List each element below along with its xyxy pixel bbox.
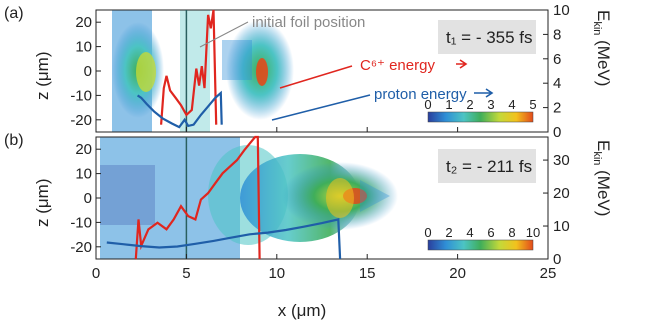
panel-b-y2label: Ekin (MeV) (591, 140, 613, 216)
panel-a-time-box (438, 20, 536, 54)
panel-a-proton-energy-line (136, 90, 223, 129)
panel-b-y2label-sub: kin (591, 151, 603, 165)
panel-b-density-map (100, 137, 398, 259)
x-tick-label: 20 (449, 265, 466, 282)
panel-b-ylabel: z (μm) (33, 178, 52, 227)
colorbar-tick-label: 5 (529, 97, 536, 112)
carbon-annotation-pointer (279, 65, 353, 89)
right-tick-label: 20 (553, 185, 570, 202)
left-tick-label: 10 (75, 39, 92, 56)
right-tick-label: 10 (553, 218, 570, 235)
panel-b-proton-energy-line (106, 218, 342, 260)
right-tick-label: 8 (553, 26, 561, 43)
proton-annotation-pointer (271, 94, 371, 121)
colorbar-tick-label: 8 (508, 225, 515, 240)
left-tick-label: -20 (70, 112, 92, 129)
x-axis-ticks: 0 5 10 15 20 25 (92, 265, 557, 282)
carbon-annotation-arrow (456, 59, 468, 69)
x-tick-label: 10 (268, 265, 285, 282)
left-tick-label: 0 (84, 190, 92, 207)
panel-b-right-ticks: 0 10 20 30 (543, 152, 570, 268)
panel-a-right-ticks: 0 2 4 6 8 10 (543, 2, 570, 141)
panel-b-carbon-energy-line (134, 135, 261, 260)
left-tick-label: 0 (84, 63, 92, 80)
panel-b-time-label: t₂ = - 211 fs (446, 157, 532, 176)
panel-b-colorbar (427, 239, 534, 251)
panel-a-label: (a) (4, 5, 24, 22)
x-tick-label: 15 (359, 265, 376, 282)
x-tick-label: 5 (182, 265, 190, 282)
colorbar-tick-label: 1 (445, 97, 452, 112)
panel-b-colorbar-ticks: 0 2 4 6 8 10 (424, 225, 540, 240)
panel-a-time-label: t₁ = - 355 fs (446, 28, 533, 47)
right-tick-label: 6 (553, 51, 561, 68)
left-tick-label: 20 (75, 14, 92, 31)
right-tick-label: 0 (553, 251, 561, 268)
panel-a-density-map (112, 10, 294, 132)
foil-annotation: initial foil position (252, 14, 365, 31)
right-tick-label: 2 (553, 100, 561, 117)
right-tick-label: 10 (553, 2, 570, 19)
left-tick-label: 10 (75, 166, 92, 183)
proton-annotation-arrow (474, 88, 494, 98)
x-tick-label: 25 (540, 265, 557, 282)
left-tick-label: -20 (70, 239, 92, 256)
panel-b-label: (b) (4, 132, 24, 149)
x-tick-label: 0 (92, 265, 100, 282)
x-axis-label: x (μm) (278, 301, 327, 320)
right-tick-label: 0 (553, 124, 561, 141)
panel-a-ylabel: z (μm) (33, 51, 52, 100)
colorbar-tick-label: 2 (445, 225, 452, 240)
right-tick-label: 30 (553, 152, 570, 169)
panel-a-colorbar (427, 111, 534, 123)
carbon-annotation: C⁶⁺ energy (360, 57, 435, 74)
colorbar-tick-label: 0 (424, 225, 431, 240)
panel-a-y2label-sub: kin (591, 21, 603, 35)
panel-b-time-box (438, 149, 536, 183)
colorbar-tick-label: 3 (487, 97, 494, 112)
colorbar-tick-label: 2 (466, 97, 473, 112)
left-tick-label: -10 (70, 87, 92, 104)
right-tick-label: 4 (553, 75, 561, 92)
colorbar-tick-label: 0 (424, 97, 431, 112)
colorbar-tick-label: 10 (526, 225, 540, 240)
proton-annotation: proton energy (374, 86, 467, 103)
panel-a-carbon-energy-line (160, 9, 218, 125)
left-tick-label: 20 (75, 141, 92, 158)
colorbar-tick-label: 6 (487, 225, 494, 240)
panel-a-y2label: Ekin (MeV) (591, 10, 613, 86)
left-tick-label: -10 (70, 214, 92, 231)
colorbar-tick-label: 4 (508, 97, 515, 112)
foil-annotation-pointer (199, 21, 249, 48)
colorbar-tick-label: 4 (466, 225, 473, 240)
